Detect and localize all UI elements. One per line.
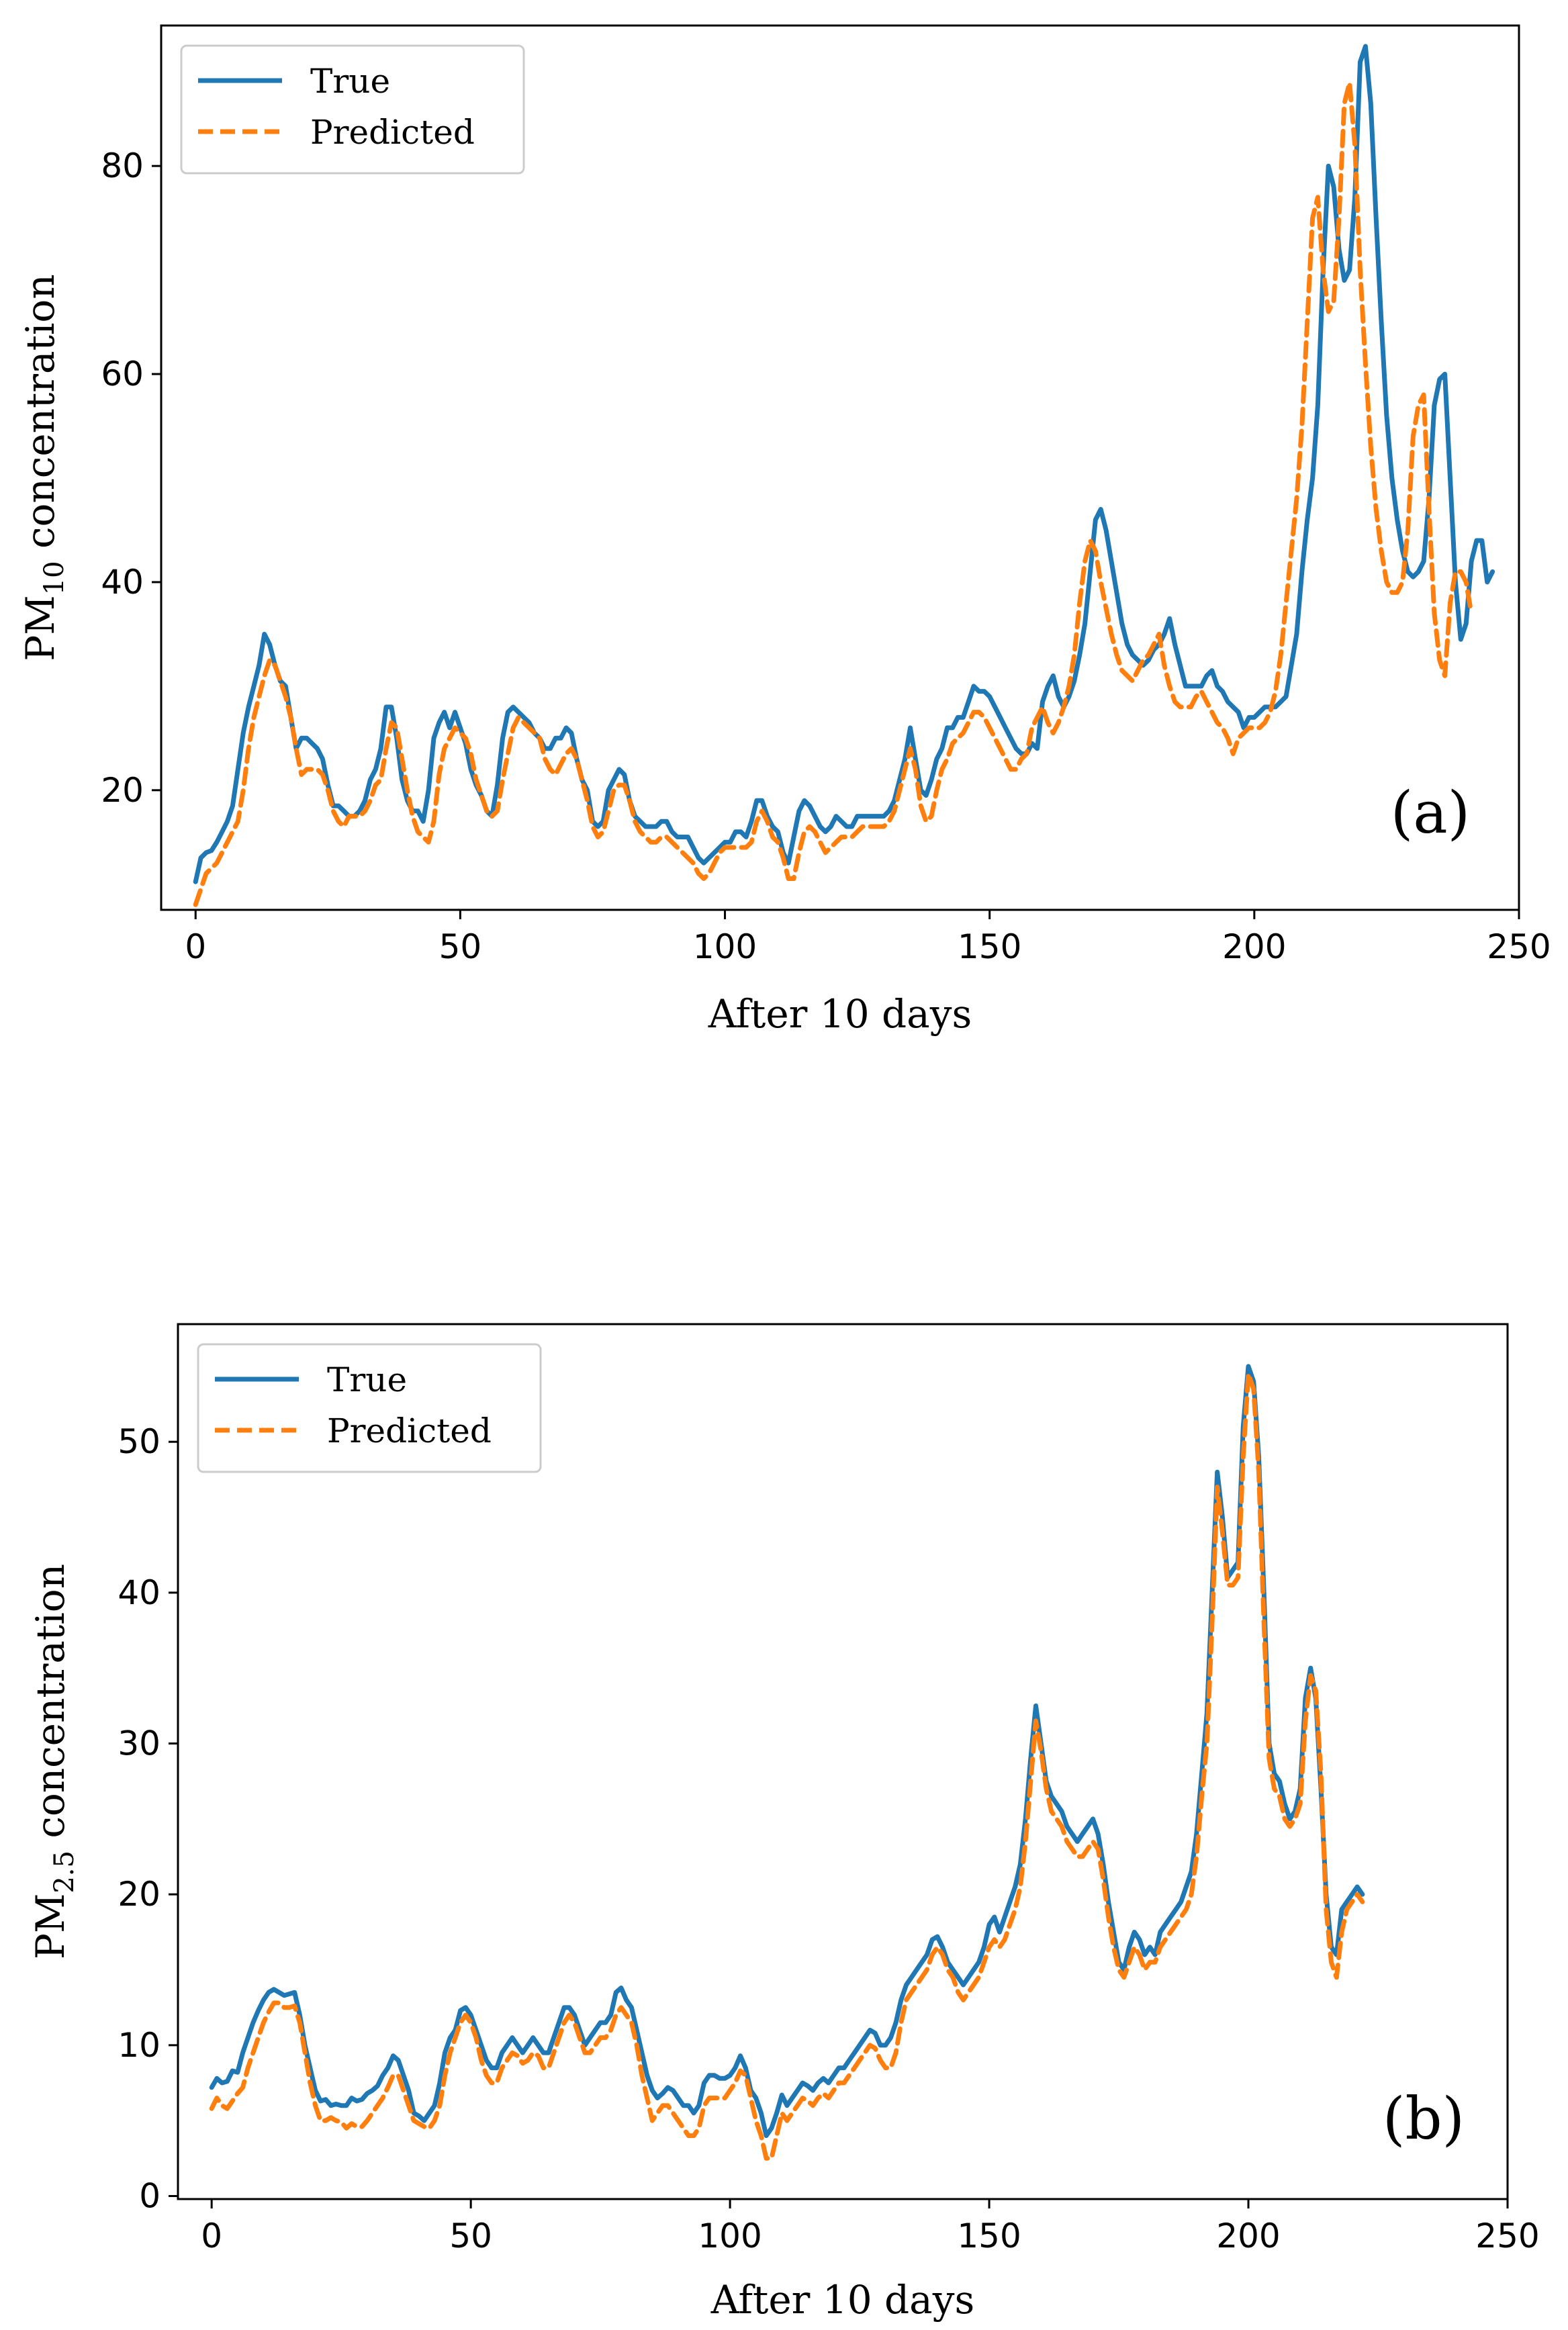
chart-a-y-axis-title: PM10 concentration	[17, 274, 70, 661]
chart-b-y-tick-label: 30	[118, 1724, 160, 1763]
chart-b-ticks: 0 50 100 150 200 250 0 10 20 30 40 50	[118, 1422, 1539, 2255]
chart-b-y-axis-title-subscript: 2.5	[49, 1851, 80, 1894]
chart-b-panel-label: (b)	[1383, 2086, 1465, 2153]
chart-b-x-tick-label: 250	[1475, 2217, 1539, 2255]
chart-b-y-tick-label: 20	[118, 1875, 160, 1914]
chart-b-legend-predicted-label: Predicted	[327, 1411, 492, 1450]
chart-a-ticks: 0 50 100 150 200 250 20 40 60 80	[101, 146, 1551, 966]
chart-b-y-axis-title-main: PM	[28, 1894, 73, 1959]
chart-a-legend-box	[180, 44, 525, 175]
chart-b-y-tick-label: 10	[118, 2026, 160, 2065]
chart-b-series-predicted-line	[209, 1371, 1365, 2161]
chart-a-x-axis-title: After 10 days	[708, 991, 972, 1037]
chart-a-x-tick-label: 200	[1222, 927, 1286, 966]
chart-b-y-tick-label: 50	[118, 1422, 160, 1461]
chart-b-legend-box	[197, 1343, 542, 1473]
chart-a-panel-label: (a)	[1391, 780, 1470, 847]
chart-b-axes-frame	[177, 1323, 1509, 2200]
chart-a-y-tick-label: 80	[101, 146, 144, 185]
chart-a-x-tick-label: 100	[693, 927, 757, 966]
chart-b: 0 50 100 150 200 250 0 10 20 30 40 50 After 10 days…	[28, 1323, 1540, 2323]
chart-b-y-tick-label: 0	[139, 2177, 160, 2216]
chart-a-legend-true-label: True	[310, 62, 390, 101]
chart-b-x-tick-label: 150	[957, 2217, 1021, 2255]
chart-a-x-tick-label: 50	[439, 927, 482, 966]
chart-b-legend-true-label: True	[327, 1360, 407, 1399]
chart-a: 0 50 100 150 200 250 20 40 60 80 After 10 days PM…	[17, 24, 1551, 1037]
chart-a-x-tick-label: 150	[958, 927, 1021, 966]
chart-a-y-tick-label: 20	[101, 771, 144, 810]
chart-a-series-predicted-line	[193, 80, 1474, 907]
chart-b-y-axis-title-rest: concentration	[28, 1564, 73, 1851]
chart-a-y-tick-label: 60	[101, 355, 144, 393]
chart-a-y-axis-title-main: PM	[17, 595, 63, 661]
chart-a-legend-predicted-label: Predicted	[310, 113, 475, 152]
chart-b-y-tick-label: 40	[118, 1573, 160, 1612]
chart-a-x-tick-label: 0	[185, 927, 206, 966]
chart-a-y-axis-title-rest: concentration	[17, 274, 63, 561]
chart-a-axes-frame	[160, 24, 1520, 911]
chart-a-lines	[193, 44, 1495, 907]
chart-a-y-axis-title-subscript: 10	[39, 561, 70, 595]
chart-b-x-axis-title: After 10 days	[710, 2277, 975, 2323]
chart-b-legend: True Predicted	[197, 1343, 542, 1473]
chart-a-x-tick-label: 250	[1487, 927, 1551, 966]
chart-b-x-tick-label: 200	[1216, 2217, 1280, 2255]
chart-a-legend: True Predicted	[180, 44, 525, 175]
chart-b-series-true-line	[209, 1364, 1365, 2139]
chart-b-x-tick-label: 50	[449, 2217, 492, 2255]
chart-b-y-axis-title: PM2.5 concentration	[28, 1564, 80, 1959]
chart-b-x-tick-label: 100	[698, 2217, 762, 2255]
chart-b-x-tick-label: 0	[201, 2217, 222, 2255]
chart-a-y-tick-label: 40	[101, 563, 144, 602]
chart-b-lines	[209, 1364, 1365, 2161]
